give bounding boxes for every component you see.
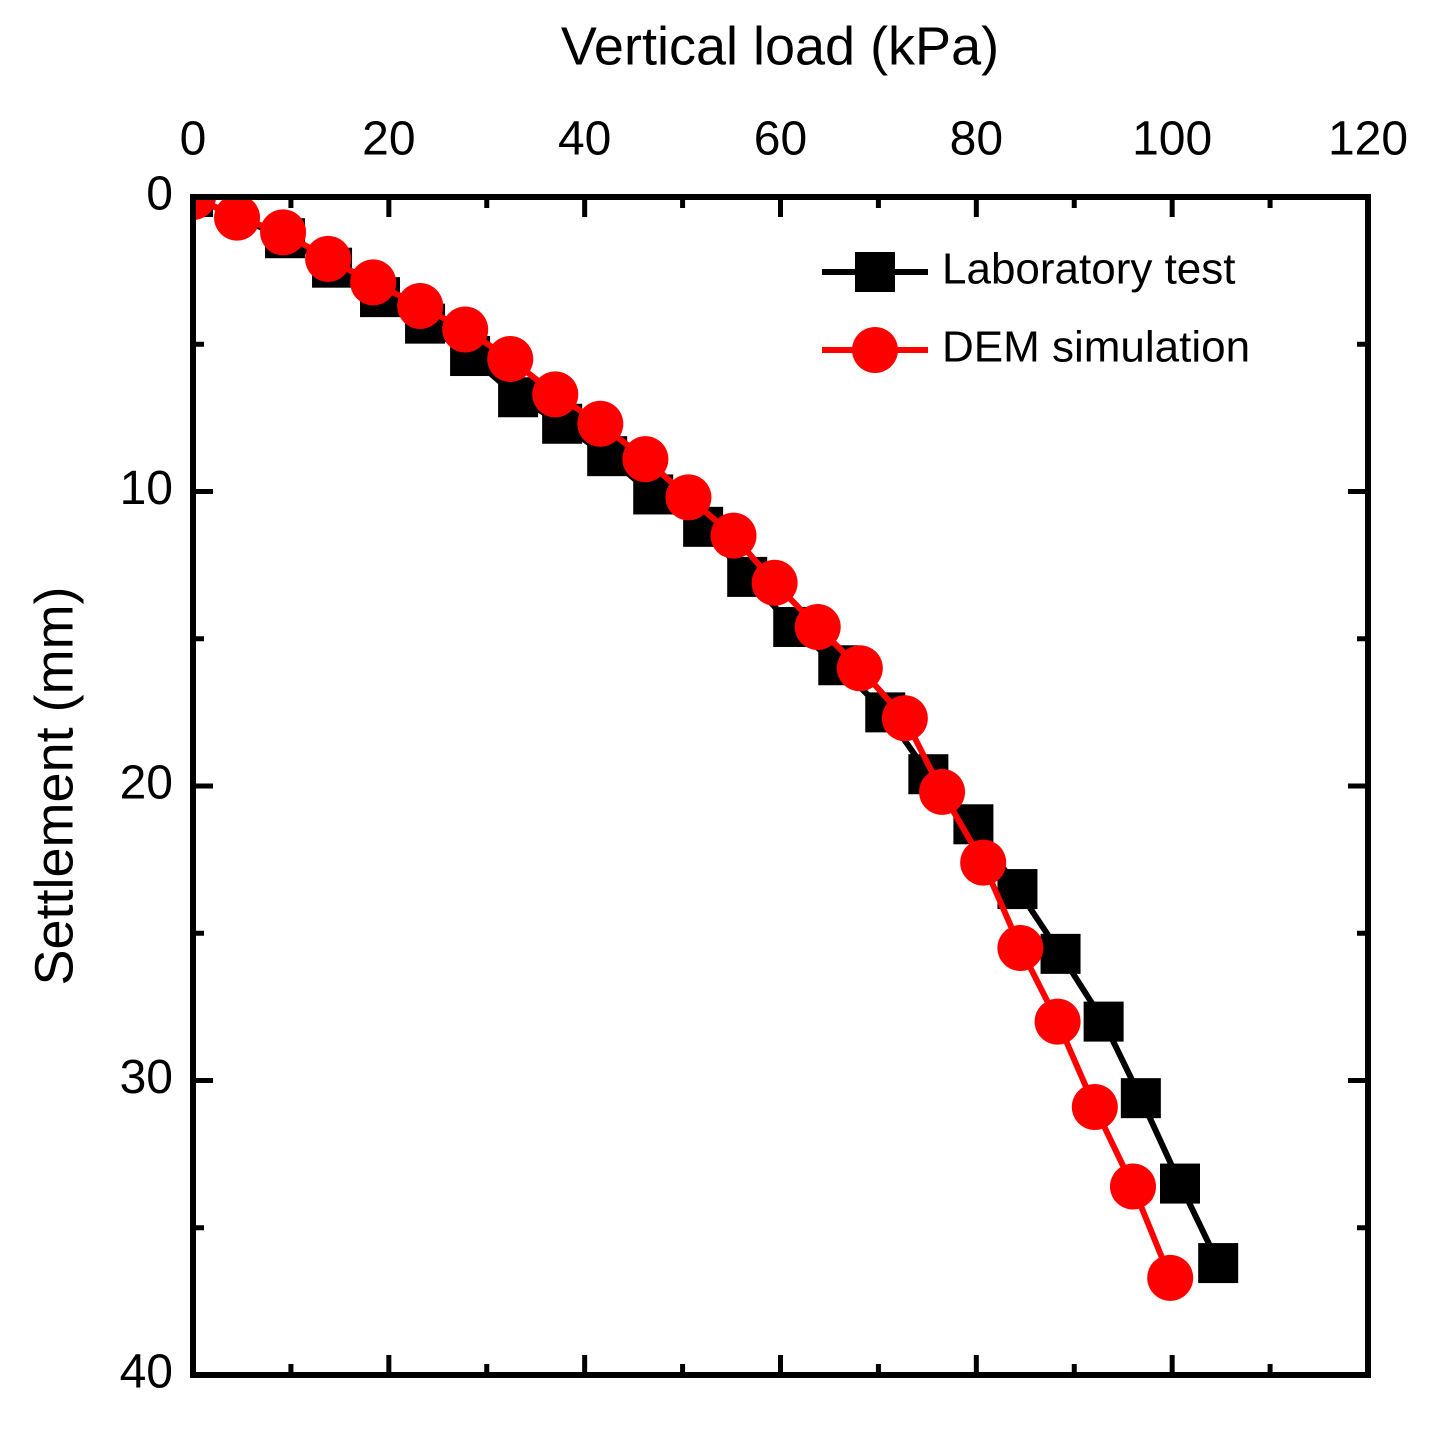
- data-point: [260, 209, 307, 256]
- data-point: [751, 559, 798, 606]
- y-tick-label: 40: [120, 1346, 173, 1399]
- data-point: [1083, 1001, 1124, 1042]
- x-tick-label: 80: [950, 113, 1003, 166]
- data-point: [1034, 998, 1081, 1045]
- data-point: [442, 306, 489, 353]
- data-point: [1071, 1084, 1118, 1131]
- data-point: [997, 869, 1038, 910]
- plot-frame: [190, 194, 1371, 1378]
- data-point: [836, 645, 883, 692]
- x-tick-label: 20: [362, 113, 415, 166]
- y-tick-label: 10: [120, 462, 173, 515]
- data-point: [193, 197, 216, 220]
- y-tick-label: 0: [146, 168, 173, 221]
- legend-label: Laboratory test: [942, 245, 1236, 294]
- data-point: [794, 603, 841, 650]
- data-point: [1198, 1243, 1239, 1284]
- data-point: [1160, 1163, 1200, 1204]
- legend-label: DEM simulation: [942, 323, 1250, 372]
- y-tick-label: 30: [120, 1051, 173, 1104]
- data-point: [397, 282, 444, 329]
- data-point: [881, 695, 928, 742]
- data-point: [577, 400, 624, 447]
- data-point: [960, 839, 1007, 886]
- x-tick-label: 40: [558, 113, 611, 166]
- data-point: [1040, 933, 1081, 974]
- y-tick-label: 20: [120, 757, 173, 810]
- legend-marker: [855, 252, 895, 292]
- data-point: [1110, 1163, 1156, 1210]
- data-point: [1120, 1078, 1161, 1119]
- data-point: [997, 924, 1044, 971]
- data-point: [350, 259, 397, 306]
- data-point: [1147, 1254, 1194, 1301]
- data-point: [622, 436, 669, 483]
- x-axis-label: Vertical load (kPa): [561, 16, 999, 76]
- data-point: [498, 377, 539, 418]
- data-point: [919, 768, 966, 815]
- data-point: [710, 512, 757, 559]
- data-point: [532, 371, 579, 418]
- x-tick-label: 100: [1132, 113, 1212, 166]
- data-point: [305, 235, 352, 282]
- x-tick-label: 120: [1328, 113, 1408, 166]
- y-axis-label: Settlement (mm): [24, 586, 84, 985]
- data-point: [214, 197, 261, 241]
- legend-marker: [852, 327, 898, 373]
- x-tick-label: 60: [754, 113, 807, 166]
- data-point: [665, 474, 712, 521]
- data-point: [487, 335, 534, 382]
- x-tick-label: 0: [180, 113, 207, 166]
